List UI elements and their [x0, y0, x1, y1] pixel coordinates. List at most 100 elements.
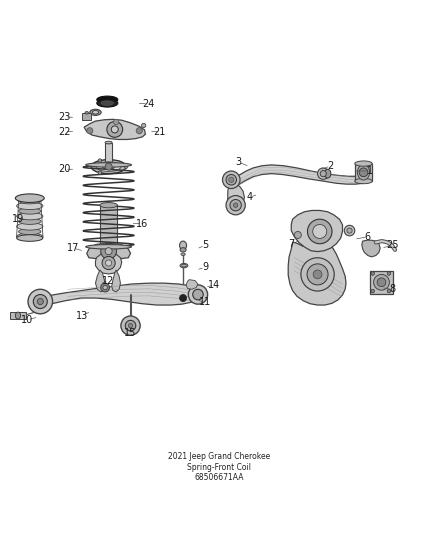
Circle shape	[103, 285, 107, 290]
Ellipse shape	[100, 203, 117, 208]
Text: 13: 13	[76, 311, 88, 320]
Circle shape	[98, 171, 102, 174]
Circle shape	[229, 177, 234, 182]
Ellipse shape	[181, 253, 185, 255]
Text: 1: 1	[367, 166, 373, 176]
Circle shape	[313, 270, 322, 279]
Text: 19: 19	[12, 214, 25, 224]
Circle shape	[105, 248, 112, 255]
Polygon shape	[288, 243, 346, 305]
Text: 2021 Jeep Grand Cherokee
Spring-Front Coil
68506671AA: 2021 Jeep Grand Cherokee Spring-Front Co…	[168, 452, 270, 482]
Polygon shape	[84, 119, 145, 140]
Ellipse shape	[17, 223, 43, 230]
Bar	[100, 205, 117, 247]
Circle shape	[141, 123, 146, 128]
Ellipse shape	[357, 165, 370, 180]
Circle shape	[347, 228, 352, 233]
Text: 8: 8	[389, 284, 395, 294]
Text: 14: 14	[208, 280, 220, 290]
Circle shape	[374, 274, 389, 290]
Ellipse shape	[17, 235, 43, 241]
Ellipse shape	[85, 111, 88, 114]
Ellipse shape	[18, 218, 41, 224]
Ellipse shape	[15, 312, 21, 319]
Text: 23: 23	[59, 112, 71, 122]
Circle shape	[371, 289, 374, 293]
Circle shape	[107, 122, 123, 138]
Circle shape	[320, 171, 326, 177]
Text: 11: 11	[199, 297, 211, 308]
Text: 17: 17	[67, 243, 80, 253]
Ellipse shape	[355, 161, 372, 166]
Circle shape	[125, 320, 136, 331]
Polygon shape	[35, 283, 202, 305]
Text: 9: 9	[202, 262, 208, 272]
Ellipse shape	[102, 164, 115, 169]
Circle shape	[180, 295, 187, 302]
Text: 3: 3	[236, 157, 242, 167]
Circle shape	[301, 258, 334, 291]
Text: 25: 25	[386, 240, 398, 251]
Circle shape	[230, 199, 241, 211]
Circle shape	[37, 298, 43, 304]
Circle shape	[101, 283, 110, 292]
Circle shape	[294, 231, 301, 238]
Text: 4: 4	[247, 192, 253, 203]
Circle shape	[87, 128, 93, 134]
Text: 10: 10	[21, 315, 33, 325]
Polygon shape	[95, 253, 122, 274]
Circle shape	[226, 196, 245, 215]
Circle shape	[344, 225, 355, 236]
Text: 16: 16	[136, 219, 148, 229]
Polygon shape	[87, 243, 131, 259]
Circle shape	[188, 285, 208, 304]
Polygon shape	[186, 280, 198, 289]
Ellipse shape	[100, 244, 117, 249]
Text: 21: 21	[154, 127, 166, 136]
Circle shape	[128, 324, 133, 328]
Circle shape	[307, 264, 328, 285]
Ellipse shape	[105, 141, 112, 144]
Ellipse shape	[86, 163, 131, 167]
Circle shape	[113, 119, 119, 125]
Circle shape	[359, 168, 368, 177]
Circle shape	[387, 289, 391, 293]
Text: 2: 2	[328, 161, 334, 171]
Circle shape	[226, 174, 237, 185]
Circle shape	[377, 278, 386, 287]
Circle shape	[136, 128, 142, 134]
Ellipse shape	[17, 233, 43, 240]
Bar	[370, 271, 393, 294]
Circle shape	[371, 272, 374, 275]
Ellipse shape	[18, 198, 41, 204]
Text: 22: 22	[59, 127, 71, 136]
Ellipse shape	[18, 229, 41, 235]
Circle shape	[387, 272, 391, 275]
Ellipse shape	[97, 99, 118, 107]
Ellipse shape	[97, 96, 118, 103]
Ellipse shape	[96, 162, 121, 172]
Circle shape	[223, 171, 240, 189]
Ellipse shape	[90, 109, 101, 115]
Bar	[355, 164, 372, 181]
Bar	[82, 113, 91, 120]
Ellipse shape	[86, 245, 131, 249]
Circle shape	[233, 203, 238, 207]
Ellipse shape	[105, 162, 112, 165]
Polygon shape	[228, 180, 244, 209]
Ellipse shape	[180, 248, 186, 252]
Polygon shape	[112, 270, 120, 292]
Text: 5: 5	[202, 240, 208, 251]
Circle shape	[105, 163, 112, 170]
Polygon shape	[362, 240, 380, 257]
Ellipse shape	[101, 101, 113, 106]
Circle shape	[106, 260, 112, 266]
Circle shape	[121, 316, 140, 335]
Ellipse shape	[91, 159, 126, 174]
Bar	[105, 142, 112, 164]
Polygon shape	[229, 165, 367, 189]
Ellipse shape	[180, 241, 187, 250]
Ellipse shape	[182, 264, 186, 267]
Polygon shape	[291, 211, 343, 252]
Bar	[10, 312, 26, 319]
